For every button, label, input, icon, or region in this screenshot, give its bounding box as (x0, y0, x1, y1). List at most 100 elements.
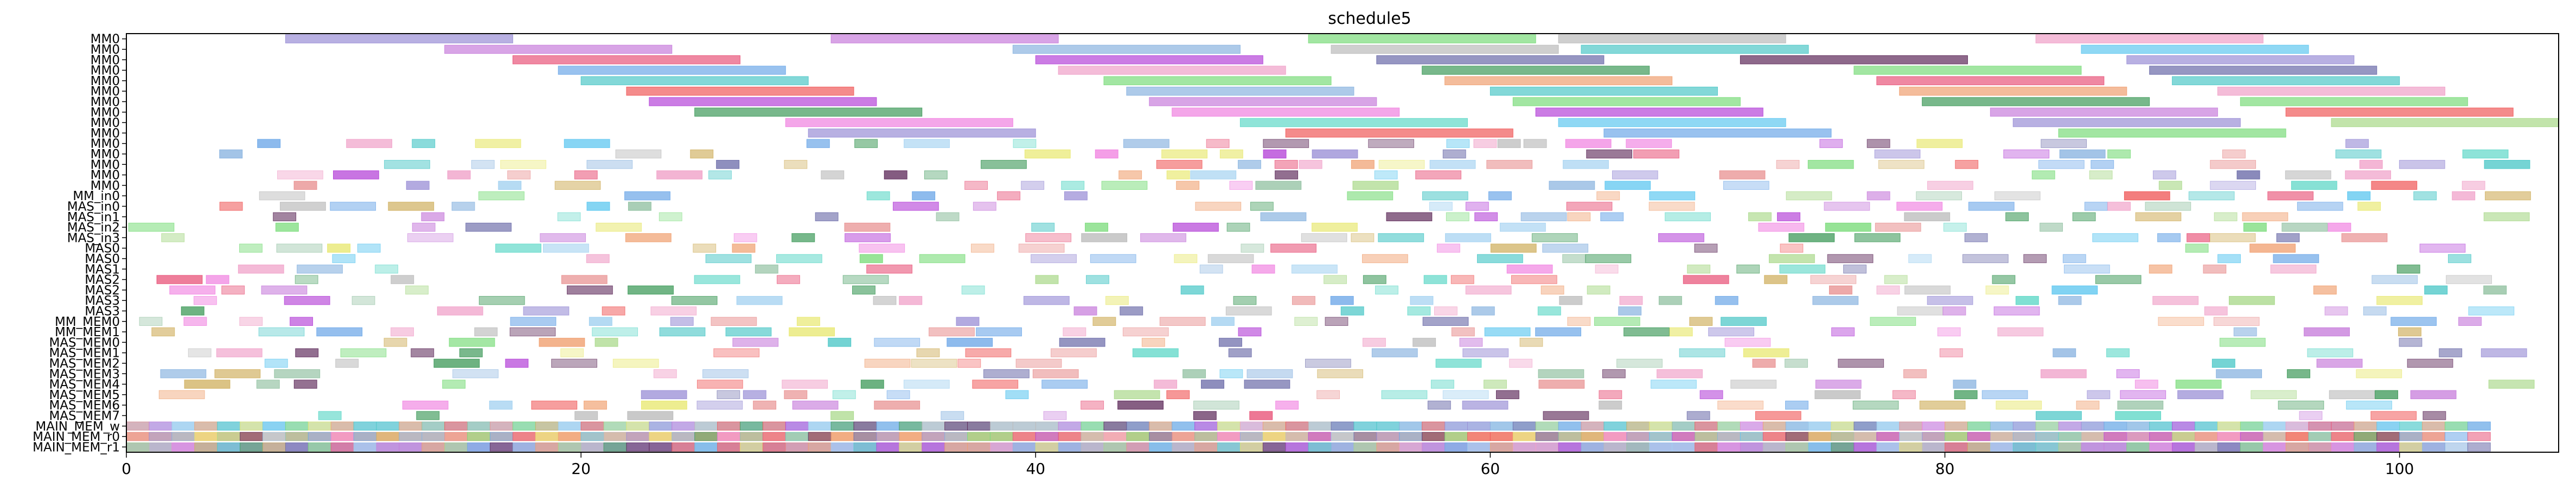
task-bar (2095, 275, 2142, 284)
task-bar (2331, 421, 2355, 431)
task-bar (184, 380, 231, 389)
task-bar (755, 265, 778, 274)
task-bar (989, 442, 1013, 452)
task-bar (1618, 306, 1642, 316)
task-bar (2345, 139, 2369, 148)
task-bar (1247, 369, 1293, 378)
task-bar (214, 369, 261, 378)
task-bar (330, 442, 354, 452)
task-bar (467, 432, 491, 441)
task-bar (1422, 66, 1650, 75)
task-bar (353, 442, 377, 452)
task-bar (1762, 442, 1786, 452)
task-bar (1353, 442, 1377, 452)
task-bar (2222, 149, 2246, 159)
task-bar (2107, 202, 2131, 211)
task-bar (2149, 432, 2173, 441)
task-bar (1600, 212, 1624, 221)
task-bar (2346, 400, 2392, 410)
task-bar (512, 432, 536, 441)
task-bar (2038, 160, 2085, 169)
task-bar (240, 421, 263, 431)
task-bar (1154, 380, 1178, 389)
task-bar (1679, 348, 1725, 357)
task-bar (1274, 160, 1298, 169)
task-bar (1657, 369, 1703, 378)
task-bar (1927, 181, 1973, 190)
task-bar (1853, 442, 1877, 452)
task-bar (2076, 400, 2100, 410)
task-bar (899, 432, 923, 441)
chart-title: schedule5 (1328, 9, 1411, 28)
task-bar (384, 160, 430, 169)
task-bar (1603, 129, 1832, 138)
task-bar (1892, 390, 1916, 400)
task-bar (830, 411, 854, 420)
task-bar (383, 338, 407, 347)
task-bar (421, 212, 445, 221)
task-bar (1103, 442, 1127, 452)
task-bar (1444, 421, 1468, 431)
task-bar (412, 139, 436, 148)
task-bar (1375, 285, 1398, 295)
task-bar (1225, 306, 1272, 316)
task-bar (1260, 212, 1307, 221)
task-bar (1740, 442, 1763, 452)
task-bar (970, 243, 994, 253)
task-bar (240, 442, 263, 452)
task-bar (2035, 442, 2059, 452)
task-bar (2217, 254, 2241, 264)
task-bar (2035, 432, 2059, 441)
task-bar (1126, 421, 1150, 431)
task-bar (1182, 369, 1206, 378)
task-bar (1051, 348, 1097, 357)
task-bar (1285, 442, 1309, 452)
task-bar (402, 400, 449, 410)
y-tick-label: MAS_MEM5 (49, 388, 120, 402)
task-bar (1368, 139, 1415, 148)
task-bar (1488, 191, 1512, 201)
task-bar (739, 442, 763, 452)
task-bar (2058, 421, 2082, 431)
task-bar (2035, 421, 2059, 431)
task-bar (1219, 338, 1242, 347)
task-bar (128, 222, 175, 232)
task-bar (2104, 432, 2127, 441)
task-bar (626, 86, 854, 96)
task-bar (1211, 317, 1235, 326)
task-bar (2124, 191, 2170, 201)
task-bar (284, 296, 330, 305)
task-bar (1764, 275, 1788, 284)
task-bar (1172, 442, 1196, 452)
task-bar (1410, 296, 1434, 305)
task-bar (1351, 233, 1375, 242)
task-bar (2229, 296, 2275, 305)
task-bar (1619, 296, 1643, 305)
task-bar (474, 327, 498, 337)
task-bar (989, 432, 1013, 441)
task-bar (1874, 149, 1921, 159)
task-bar (505, 358, 529, 368)
task-bar (465, 222, 512, 232)
task-bar (1180, 285, 1204, 295)
task-bar (1819, 139, 1843, 148)
task-bar (1217, 421, 1241, 431)
task-bar (1603, 442, 1627, 452)
task-bar (967, 442, 990, 452)
task-bar (2217, 86, 2445, 96)
task-bar (1422, 421, 1446, 431)
task-bar (1229, 181, 1253, 190)
task-bar (1442, 390, 1489, 400)
y-tick-label: MAS0 (85, 252, 120, 266)
task-bar (1997, 327, 2044, 337)
task-bar (1299, 160, 1322, 169)
task-bar (1694, 243, 1718, 253)
task-bar (1081, 421, 1104, 431)
task-bar (1140, 233, 1186, 242)
task-bar (936, 212, 960, 221)
task-bar (1228, 348, 1252, 357)
task-bar (126, 421, 150, 431)
task-bar (1308, 421, 1332, 431)
task-bar (1058, 442, 1082, 452)
task-bar (2329, 390, 2375, 400)
